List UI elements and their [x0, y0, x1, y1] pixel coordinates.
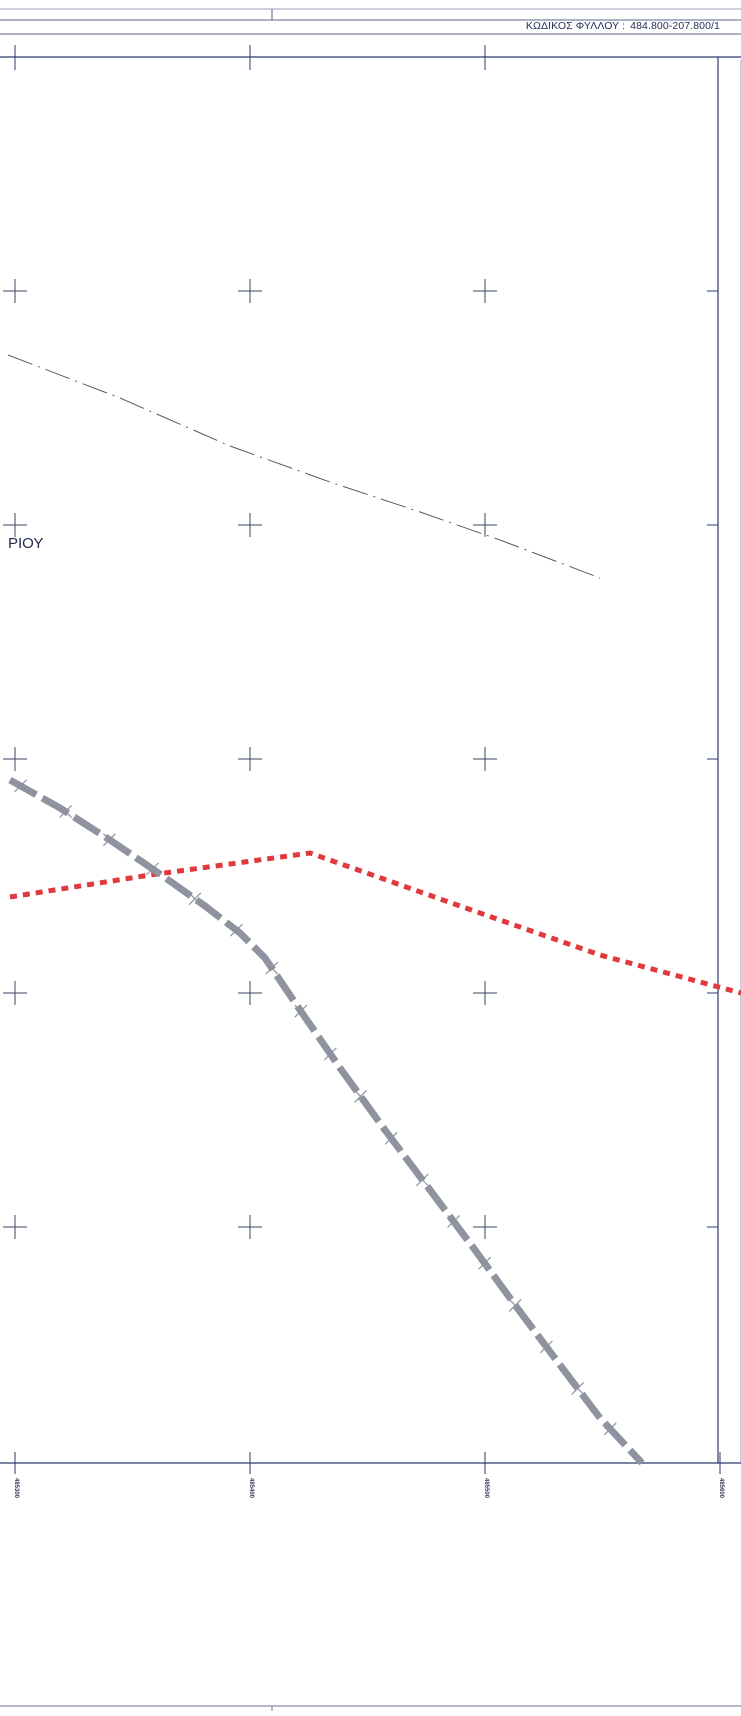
route-tick	[571, 1381, 585, 1395]
x-coordinate-label: 485500	[483, 1478, 489, 1499]
x-coordinate-label: 485300	[13, 1478, 19, 1499]
place-name-fragment: ΡΙΟΥ	[8, 535, 44, 552]
red-dotted-boundary	[9, 850, 741, 996]
route-tick	[59, 805, 73, 819]
route-tick	[188, 892, 202, 906]
sheet-code-value: 484.800-207.800/1	[630, 20, 720, 32]
gray-dashed-route	[8, 776, 645, 1466]
route-tick	[294, 1004, 308, 1018]
header-rules	[0, 8, 741, 35]
route-tick	[146, 862, 159, 876]
frame-ticks	[5, 45, 721, 1474]
route-tick	[447, 1215, 461, 1228]
route-tick	[384, 1131, 398, 1145]
x-coordinate-label: 485400	[248, 1478, 254, 1499]
route-tick	[229, 923, 243, 937]
route-tick	[539, 1340, 553, 1354]
route-tick	[603, 1422, 617, 1436]
footer-rules	[0, 1705, 741, 1711]
dash-dot-line	[7, 354, 601, 579]
route-tick	[478, 1256, 492, 1270]
sheet-code: ΚΩΔΙΚΟΣ ΦΥΛΛΟΥ : 484.800-207.800/1	[420, 20, 720, 32]
route-tick	[103, 833, 116, 847]
sheet-code-label: ΚΩΔΙΚΟΣ ΦΥΛΛΟΥ :	[525, 20, 626, 32]
map-frame	[0, 56, 741, 1464]
route-tick	[265, 961, 279, 975]
route-tick	[14, 779, 27, 793]
route-tick	[508, 1298, 522, 1312]
x-coordinate-label: 485600	[718, 1478, 724, 1499]
route-tick	[323, 1047, 337, 1061]
route-tick	[354, 1089, 367, 1103]
route-tick-marks	[14, 779, 617, 1436]
route-tick	[415, 1173, 429, 1187]
grid-crosses	[3, 279, 497, 1239]
